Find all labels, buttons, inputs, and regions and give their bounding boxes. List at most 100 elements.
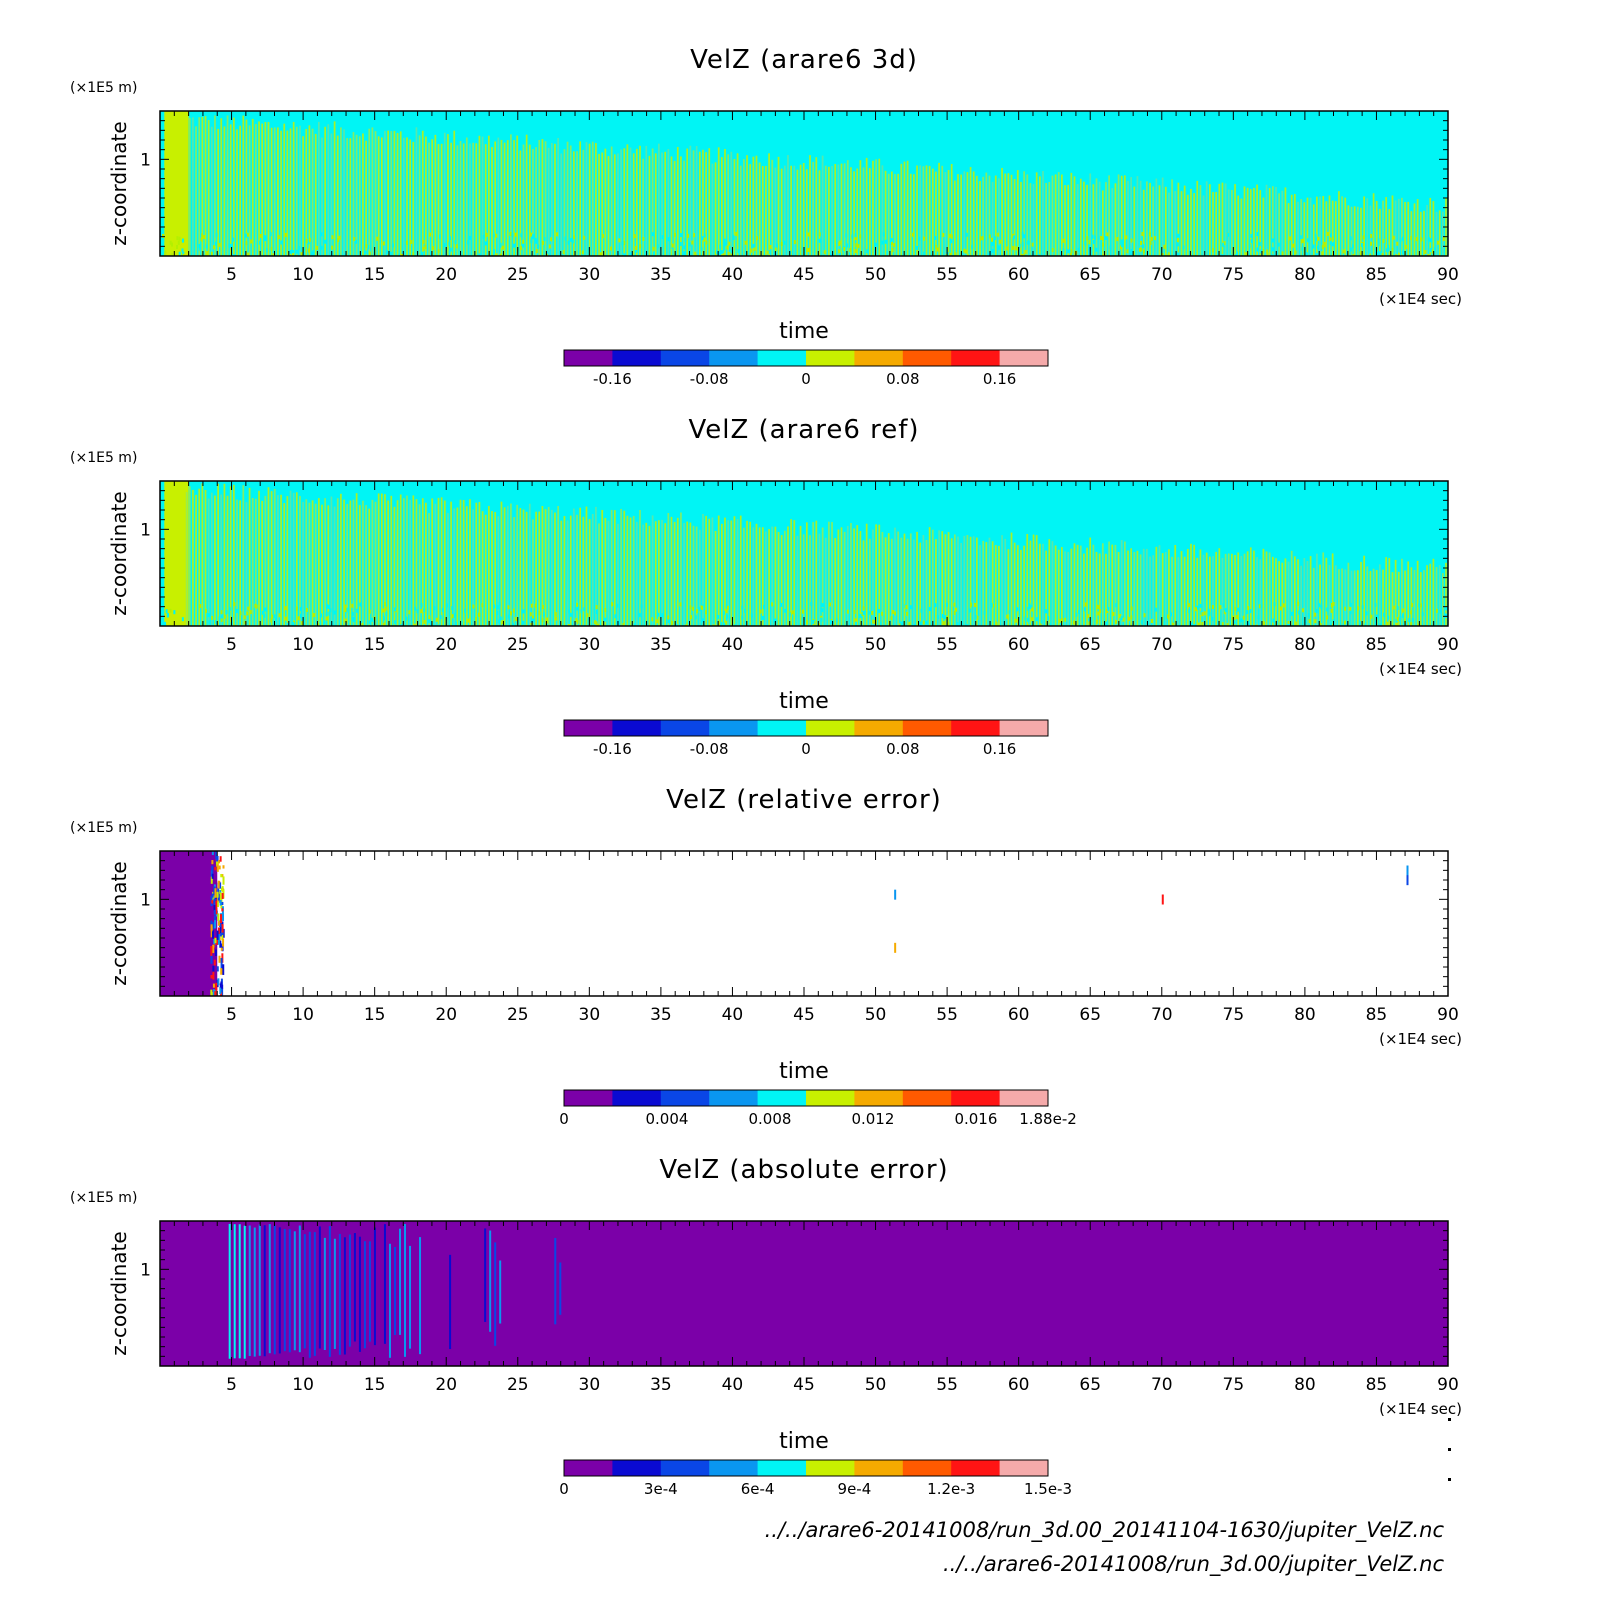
- heatmap-cell: [1372, 193, 1375, 256]
- heatmap-cell: [588, 519, 591, 626]
- y-axis-label: z-coordinate: [107, 121, 131, 245]
- heatmap-cell: [598, 153, 600, 256]
- heatmap-cell: [761, 527, 764, 626]
- heatmap-cell: [1237, 552, 1240, 626]
- heatmap-cell: [1170, 612, 1173, 617]
- heatmap-cell: [1416, 199, 1419, 256]
- heatmap-cell: [1177, 182, 1180, 256]
- heatmap-cell: [176, 236, 179, 241]
- heatmap-cell: [428, 142, 430, 256]
- heatmap-cell: [856, 525, 859, 626]
- heatmap-cell: [1111, 188, 1114, 256]
- heatmap-cell: [1015, 246, 1018, 251]
- heatmap-cell: [1363, 196, 1365, 256]
- x-tick-label: 75: [1223, 265, 1245, 285]
- heatmap-cell: [1260, 249, 1263, 254]
- heatmap-cell: [541, 139, 544, 256]
- heatmap-cell: [169, 240, 172, 245]
- heatmap-cell: [270, 618, 273, 623]
- heatmap-cell: [1121, 239, 1124, 244]
- heatmap-cell: [1224, 183, 1227, 256]
- heatmap-cell: [1143, 613, 1146, 618]
- heatmap-cell: [358, 136, 361, 256]
- colorbar-segment: [854, 1090, 904, 1106]
- colorbar-label: 0: [801, 740, 811, 758]
- heatmap-cell: [368, 609, 371, 614]
- heatmap-cell: [894, 527, 896, 626]
- heatmap-cell: [1375, 200, 1378, 256]
- heatmap-cell: [1083, 607, 1086, 612]
- heatmap-cell: [1139, 180, 1142, 256]
- heatmap-cell: [573, 151, 575, 256]
- heatmap-cell: [554, 512, 556, 626]
- heatmap-cell: [367, 244, 370, 249]
- heatmap-cell: [1026, 174, 1029, 256]
- heatmap-cell: [1369, 205, 1372, 256]
- heatmap-cell: [576, 514, 578, 626]
- heatmap-cell: [1248, 244, 1251, 249]
- heatmap-cell: [283, 1229, 286, 1352]
- heatmap-cell: [535, 511, 537, 626]
- heatmap-cell: [597, 623, 600, 626]
- heatmap-cell: [1404, 201, 1406, 256]
- heatmap-cell: [771, 526, 774, 626]
- heatmap-cell: [273, 127, 276, 256]
- heatmap-cell: [920, 608, 923, 613]
- heatmap-cell: [248, 125, 251, 256]
- heatmap-cell: [851, 234, 854, 239]
- heatmap-cell: [981, 236, 984, 241]
- heatmap-cell: [639, 145, 641, 256]
- heatmap-cell: [355, 493, 358, 626]
- heatmap-cell: [953, 180, 956, 256]
- heatmap-cell: [320, 613, 323, 618]
- heatmap-cell: [303, 252, 306, 256]
- heatmap-cell: [204, 116, 207, 256]
- heatmap-cell: [264, 607, 267, 612]
- heatmap-cell: [1188, 609, 1191, 614]
- heatmap-cell: [219, 940, 222, 948]
- heatmap-cell: [854, 233, 857, 238]
- heatmap-cell: [1394, 200, 1397, 256]
- heatmap-cell: [293, 1231, 296, 1351]
- heatmap-cell: [316, 245, 319, 250]
- heatmap-cell: [528, 503, 531, 626]
- heatmap-cell: [538, 140, 541, 256]
- heatmap-cell: [1361, 242, 1364, 247]
- heatmap-cell: [292, 622, 295, 626]
- heatmap-cell: [264, 121, 267, 256]
- heatmap-cell: [676, 147, 679, 256]
- heatmap-cell: [1271, 254, 1274, 256]
- heatmap-cell: [1300, 239, 1303, 244]
- heatmap-cell: [1344, 197, 1347, 256]
- heatmap-cell: [437, 497, 440, 626]
- heatmap-cell: [207, 498, 210, 626]
- heatmap-cell: [865, 157, 868, 256]
- heatmap-cell: [506, 505, 509, 626]
- heatmap-cell: [1329, 237, 1332, 242]
- heatmap-cell: [297, 616, 300, 621]
- heatmap-cell: [828, 166, 830, 256]
- heatmap-cell: [850, 523, 852, 626]
- heatmap-cell: [529, 612, 532, 617]
- x-tick-label: 75: [1223, 1005, 1245, 1025]
- heatmap-cell: [249, 610, 252, 615]
- heatmap-cell: [1138, 247, 1141, 252]
- heatmap-cell: [364, 250, 367, 255]
- heatmap-cell: [217, 921, 220, 926]
- heatmap-cell: [449, 247, 452, 252]
- heatmap-cell: [1042, 171, 1044, 256]
- heatmap-cell: [856, 168, 859, 256]
- heatmap-cell: [192, 117, 194, 256]
- heatmap-cell: [661, 152, 663, 256]
- heatmap-cell: [464, 608, 467, 613]
- heatmap-cell: [365, 140, 367, 256]
- heatmap-cell: [722, 610, 725, 615]
- heatmap-cell: [229, 124, 232, 256]
- heatmap-cell: [862, 606, 865, 611]
- heatmap-cell: [931, 168, 934, 256]
- heatmap-cell: [1152, 186, 1155, 256]
- colorbar-label: 0: [559, 1110, 569, 1128]
- heatmap-cell: [1369, 571, 1372, 626]
- heatmap-cell: [736, 519, 739, 626]
- heatmap-cell: [346, 138, 349, 256]
